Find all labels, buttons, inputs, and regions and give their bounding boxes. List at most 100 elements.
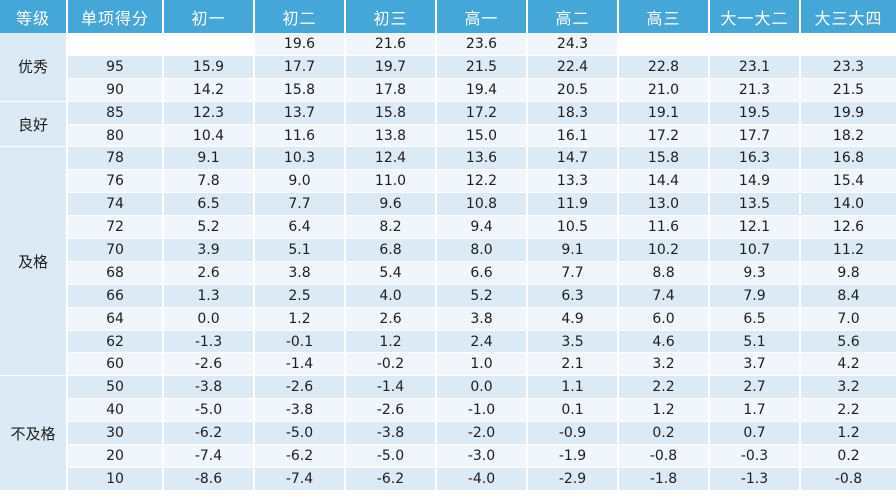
column-header: 初一	[163, 0, 255, 33]
value-cell: 15.4	[800, 169, 896, 194]
value-cell: 22.4	[527, 55, 619, 79]
value-cell: 3.8	[254, 261, 346, 285]
score-cell: 60	[67, 352, 164, 377]
value-cell: -6.2	[163, 421, 255, 446]
value-cell: -1.3	[163, 330, 255, 354]
table-row: 不及格 50 -3.8 -2.6 -1.4 0.0 1.1 2.2 2.7 3.2	[0, 375, 896, 491]
value-cell: 19.5	[709, 101, 801, 125]
score-cell: 72	[67, 215, 164, 240]
table-row: 20 -7.4 -6.2 -5.0 -3.0 -1.9 -0.8 -0.3 0.2	[0, 444, 896, 468]
value-cell: 5.2	[163, 215, 255, 240]
score-cell: 68	[67, 261, 164, 285]
value-cell: 12.2	[436, 169, 528, 194]
value-cell: 6.6	[436, 261, 528, 285]
column-header: 高三	[618, 0, 710, 33]
value-cell: 1.2	[254, 307, 346, 331]
value-cell: 22.8	[618, 55, 710, 79]
value-cell: 3.5	[527, 330, 619, 354]
value-cell: 7.8	[163, 169, 255, 194]
value-cell: -0.3	[709, 444, 801, 468]
value-cell: -3.8	[163, 375, 255, 400]
value-cell: 13.5	[709, 192, 801, 217]
value-cell: 19.1	[618, 101, 710, 125]
grade-label: 优秀	[0, 33, 68, 102]
value-cell: 3.7	[709, 352, 801, 377]
value-cell	[163, 33, 255, 56]
table-row: 95 15.9 17.7 19.7 21.5 22.4 22.8 23.1 23.3	[0, 55, 896, 79]
value-cell: 14.4	[618, 169, 710, 194]
value-cell: 3.2	[800, 375, 896, 400]
value-cell: 11.6	[254, 124, 346, 148]
value-cell: 14.0	[800, 192, 896, 217]
score-cell: 20	[67, 444, 164, 468]
value-cell: 9.0	[254, 169, 346, 194]
value-cell: 8.8	[618, 261, 710, 285]
table-row: 66 1.3 2.5 4.0 5.2 6.3 7.4 7.9 8.4	[0, 284, 896, 308]
value-cell: 4.9	[527, 307, 619, 331]
value-cell: 4.6	[618, 330, 710, 354]
table-row: 90 14.2 15.8 17.8 19.4 20.5 21.0 21.3 21.5	[0, 78, 896, 102]
value-cell: 9.1	[527, 238, 619, 262]
column-header: 高一	[436, 0, 528, 33]
value-cell: -1.8	[618, 467, 710, 491]
table-row: 64 0.0 1.2 2.6 3.8 4.9 6.0 6.5 7.0	[0, 307, 896, 331]
value-cell: -0.9	[527, 421, 619, 446]
value-cell: -2.6	[345, 398, 437, 423]
value-cell: 8.0	[436, 238, 528, 262]
column-header: 初二	[254, 0, 346, 33]
grade-label: 良好	[0, 101, 68, 148]
value-cell: 9.8	[800, 261, 896, 285]
score-cell: 30	[67, 421, 164, 446]
value-cell: 1.2	[800, 421, 896, 446]
value-cell: 11.6	[618, 215, 710, 240]
value-cell: 21.5	[800, 78, 896, 102]
value-cell: -5.0	[345, 444, 437, 468]
value-cell	[709, 33, 801, 56]
value-cell: 17.8	[345, 78, 437, 102]
value-cell: 2.6	[163, 261, 255, 285]
score-cell	[67, 33, 164, 56]
table-row: 10 -8.6 -7.4 -6.2 -4.0 -2.9 -1.8 -1.3 -0.8	[0, 467, 896, 491]
value-cell: -7.4	[254, 467, 346, 491]
value-cell: 12.3	[163, 101, 255, 125]
table-row: 62 -1.3 -0.1 1.2 2.4 3.5 4.6 5.1 5.6	[0, 330, 896, 354]
value-cell: 15.8	[618, 146, 710, 171]
value-cell: -1.9	[527, 444, 619, 468]
value-cell: 6.5	[163, 192, 255, 217]
value-cell: 2.2	[800, 398, 896, 423]
value-cell: 16.1	[527, 124, 619, 148]
score-cell: 50	[67, 375, 164, 400]
value-cell: -2.0	[436, 421, 528, 446]
value-cell: 18.2	[800, 124, 896, 148]
value-cell: 18.3	[527, 101, 619, 125]
table-row: 及格 78 9.1 10.3 12.4 13.6 14.7 15.8 16.3 16.8	[0, 146, 896, 377]
value-cell: 9.4	[436, 215, 528, 240]
value-cell: 7.9	[709, 284, 801, 308]
score-cell: 90	[67, 78, 164, 102]
value-cell: 9.3	[709, 261, 801, 285]
value-cell: 2.7	[709, 375, 801, 400]
value-cell: 9.6	[345, 192, 437, 217]
value-cell: -1.3	[709, 467, 801, 491]
value-cell: 17.2	[436, 101, 528, 125]
value-cell: -4.0	[436, 467, 528, 491]
value-cell: 19.4	[436, 78, 528, 102]
value-cell: 21.0	[618, 78, 710, 102]
column-header: 大三大四	[800, 0, 896, 33]
value-cell: 1.7	[709, 398, 801, 423]
table-row: 74 6.5 7.7 9.6 10.8 11.9 13.0 13.5 14.0	[0, 192, 896, 217]
column-header: 高二	[527, 0, 619, 33]
grade-label: 不及格	[0, 375, 68, 491]
value-cell: -5.0	[163, 398, 255, 423]
value-cell: 0.7	[709, 421, 801, 446]
value-cell: 0.0	[436, 375, 528, 400]
value-cell	[618, 33, 710, 56]
value-cell: -5.0	[254, 421, 346, 446]
value-cell: 17.7	[709, 124, 801, 148]
value-cell: 23.6	[436, 33, 528, 56]
score-cell: 85	[67, 101, 164, 125]
value-cell: 3.8	[436, 307, 528, 331]
value-cell: 15.8	[254, 78, 346, 102]
